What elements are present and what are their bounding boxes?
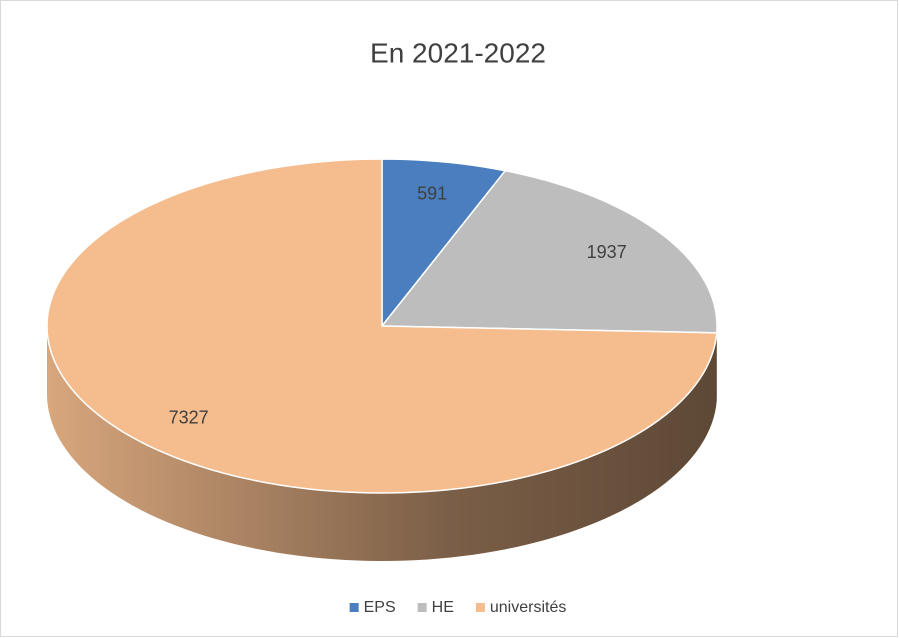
legend-label: HE [432, 599, 454, 616]
data-label: 1937 [587, 242, 627, 262]
legend-label: EPS [364, 599, 396, 616]
pie-slice [46, 158, 718, 494]
legend-marker [349, 603, 359, 612]
pie-slice [381, 169, 718, 334]
chart-title: En 2021-2022 [370, 37, 546, 68]
legend-marker [475, 603, 485, 612]
pie-side-shade [47, 326, 717, 561]
legend-label: universités [490, 599, 566, 616]
legend-marker [417, 603, 427, 612]
data-label: 591 [417, 184, 447, 204]
pie-slice [381, 158, 507, 327]
data-label: 7327 [169, 407, 209, 427]
